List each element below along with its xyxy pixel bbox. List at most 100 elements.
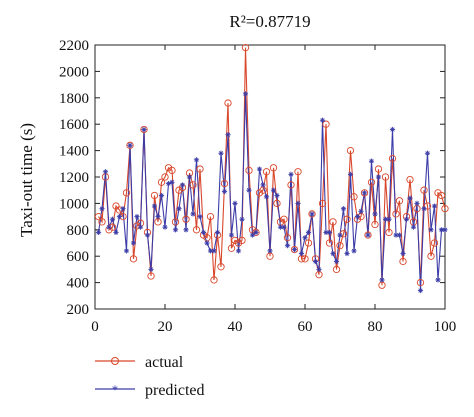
y-tick-label: 600 <box>67 249 90 265</box>
point-predicted <box>253 229 259 236</box>
y-tick-label: 200 <box>67 302 90 318</box>
y-tick-label: 1400 <box>59 144 89 160</box>
point-actual <box>189 181 197 189</box>
point-actual <box>325 239 334 247</box>
point-predicted <box>186 174 193 180</box>
point-actual <box>280 215 288 223</box>
point-actual <box>210 276 218 284</box>
point-predicted <box>330 250 336 257</box>
point-predicted <box>382 216 389 222</box>
point-actual <box>227 244 236 252</box>
point-actual <box>301 255 309 263</box>
point-actual <box>196 165 204 173</box>
point-predicted <box>232 200 238 206</box>
point-predicted <box>417 287 424 294</box>
point-predicted <box>179 182 186 188</box>
point-predicted <box>323 229 329 236</box>
point-actual <box>364 231 372 239</box>
point-predicted <box>102 169 109 175</box>
legend-predicted-label: predicted <box>145 382 205 399</box>
point-actual <box>395 197 404 205</box>
point-predicted <box>372 211 378 217</box>
point-predicted <box>281 224 287 230</box>
point-predicted <box>207 248 214 254</box>
point-actual <box>206 212 215 221</box>
point-actual <box>147 272 155 280</box>
point-predicted <box>228 232 235 238</box>
point-predicted <box>298 250 305 257</box>
point-actual <box>126 141 134 149</box>
point-predicted <box>400 250 406 257</box>
point-predicted <box>291 247 298 253</box>
point-actual <box>224 99 232 107</box>
point-predicted <box>130 240 137 246</box>
point-predicted <box>270 187 277 193</box>
point-actual <box>308 210 316 218</box>
point-predicted <box>354 214 361 220</box>
point-predicted <box>235 248 242 254</box>
point-actual <box>287 181 295 189</box>
point-predicted <box>263 194 270 200</box>
x-tick-label: 100 <box>434 319 457 335</box>
point-predicted <box>424 150 431 156</box>
point-actual <box>182 215 190 223</box>
point-predicted <box>351 248 357 254</box>
point-predicted <box>260 182 266 188</box>
point-predicted <box>239 216 245 222</box>
x-tick-label: 80 <box>368 319 383 335</box>
x-tick-label: 40 <box>228 319 243 335</box>
point-predicted <box>197 214 203 220</box>
point-predicted <box>267 248 273 254</box>
point-predicted <box>225 132 231 138</box>
point-predicted <box>113 229 119 236</box>
point-actual <box>157 178 166 186</box>
point-predicted <box>333 258 340 265</box>
point-actual <box>374 165 383 173</box>
point-actual <box>168 166 176 175</box>
point-predicted <box>365 232 371 238</box>
chart-title: R²=0.87719 <box>229 12 310 31</box>
point-predicted <box>204 240 210 246</box>
point-predicted <box>176 206 182 212</box>
x-tick-label: 20 <box>158 319 173 335</box>
point-predicted <box>211 248 217 254</box>
point-predicted <box>183 227 189 233</box>
point-predicted <box>151 203 158 209</box>
point-predicted <box>120 206 126 212</box>
point-actual <box>399 257 407 266</box>
point-actual <box>94 212 103 221</box>
point-actual <box>171 218 180 226</box>
point-predicted <box>305 229 312 236</box>
point-predicted <box>246 187 252 193</box>
point-predicted <box>344 250 350 257</box>
y-tick-label: 800 <box>67 223 90 239</box>
point-actual <box>332 265 341 274</box>
point-predicted <box>347 171 354 177</box>
point-predicted <box>309 211 315 217</box>
y-axis: 200 400 600 800 1000 1200 1400 1600 1800 2000 2200 <box>59 38 445 318</box>
x-tick-label: 0 <box>91 319 99 335</box>
point-predicted <box>288 171 294 177</box>
point-predicted <box>242 91 249 97</box>
point-actual <box>406 175 414 184</box>
point-predicted <box>428 227 434 233</box>
point-predicted <box>302 235 308 241</box>
point-predicted <box>137 224 144 230</box>
point-actual <box>241 43 250 52</box>
point-predicted <box>172 227 179 233</box>
point-predicted <box>158 192 165 199</box>
x-axis: 0 20 40 60 80 100 <box>91 45 456 335</box>
point-actual <box>360 189 369 197</box>
point-predicted <box>249 232 256 238</box>
point-actual <box>318 199 327 208</box>
point-predicted <box>316 266 322 272</box>
point-actual <box>336 241 344 250</box>
point-actual <box>238 236 246 245</box>
point-predicted <box>435 277 441 283</box>
point-predicted <box>144 232 151 238</box>
point-actual <box>150 191 159 200</box>
point-actual <box>423 202 432 210</box>
point-predicted <box>169 179 175 185</box>
series-line-predicted <box>97 93 445 291</box>
point-predicted <box>95 229 102 236</box>
